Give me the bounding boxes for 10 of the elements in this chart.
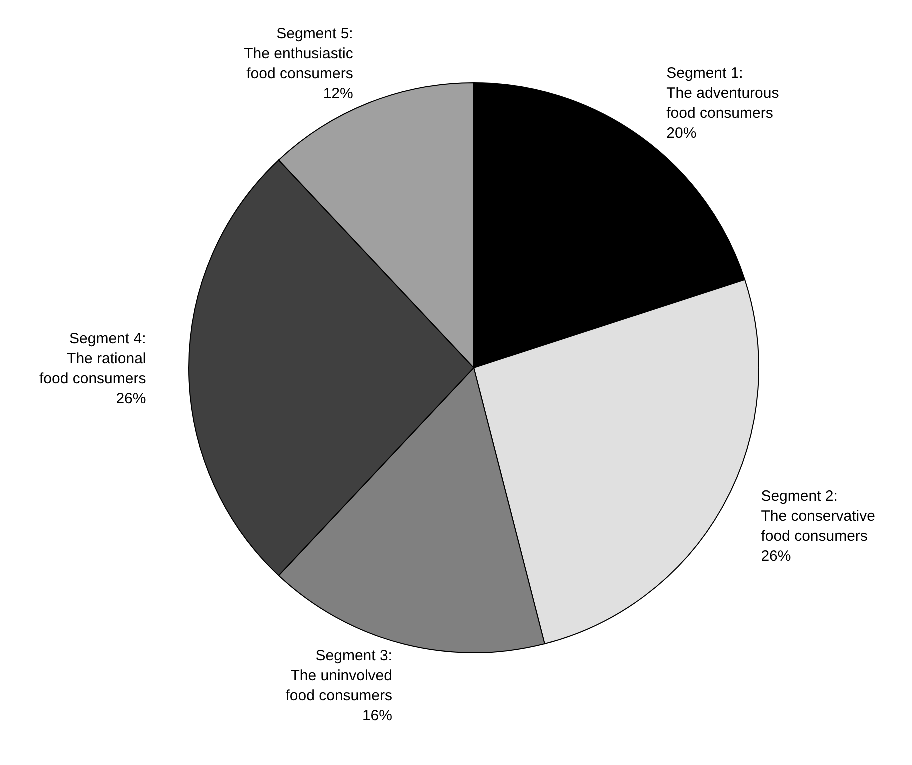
data-label: 26% [761,548,792,566]
slice-label: Segment 3: The uninvolved food consumers [286,648,392,705]
data-label: 26% [116,390,146,408]
slice-label: Segment 2: The conservative food consumers [761,488,876,546]
slice-label: Segment 1: The adventurous food consumers [666,65,780,122]
data-label: 20% [666,125,697,142]
slice-label: Segment 4: The rational food consumers [40,330,146,388]
data-label: 16% [362,708,392,725]
slice-label: Segment 5: The enthusiastic food consumers [244,26,354,83]
data-label: 12% [323,86,354,103]
